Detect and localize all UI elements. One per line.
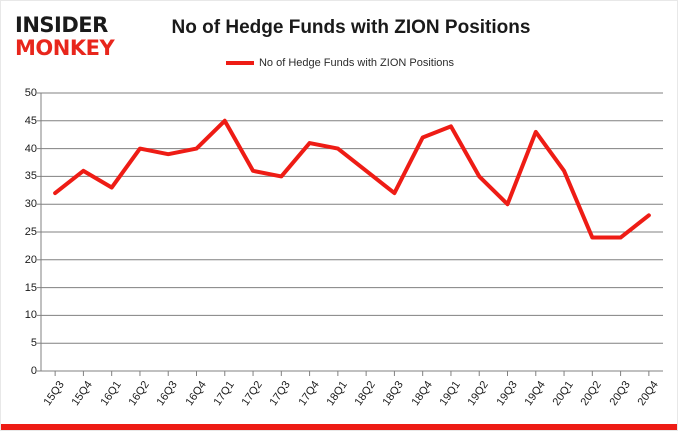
- y-axis-tick-label: 45: [24, 114, 37, 127]
- logo-line-monkey: MONKEY: [15, 36, 115, 60]
- footer-accent-bar: [1, 424, 677, 430]
- y-axis-tick-label: 30: [24, 198, 37, 211]
- y-axis-tick-label: 40: [24, 142, 37, 155]
- legend-line-swatch: [225, 61, 254, 65]
- logo-line-insider: INSIDER: [15, 13, 108, 37]
- y-axis-tick-label: 0: [30, 365, 37, 377]
- insider-monkey-logo: INSIDER MONKEY: [15, 15, 135, 63]
- y-axis-tick-label: 25: [24, 226, 37, 238]
- y-axis-tick-label: 50: [24, 87, 37, 99]
- chart-legend: No of Hedge Funds with ZION Positions: [1, 57, 677, 69]
- legend-label: No of Hedge Funds with ZION Positions: [258, 57, 455, 69]
- y-axis-tick-label: 10: [24, 309, 37, 322]
- page-title: No of Hedge Funds with ZION Positions: [171, 17, 531, 38]
- y-axis-labels: 0 5 10 15 20 25 30 35 40 45 50: [9, 1, 37, 430]
- y-axis-tick-label: 20: [24, 253, 37, 266]
- y-axis-tick-label: 5: [30, 337, 37, 350]
- y-axis-tick-label: 15: [24, 281, 37, 294]
- y-axis-tick-label: 35: [24, 170, 37, 183]
- data-series-line: [53, 118, 651, 240]
